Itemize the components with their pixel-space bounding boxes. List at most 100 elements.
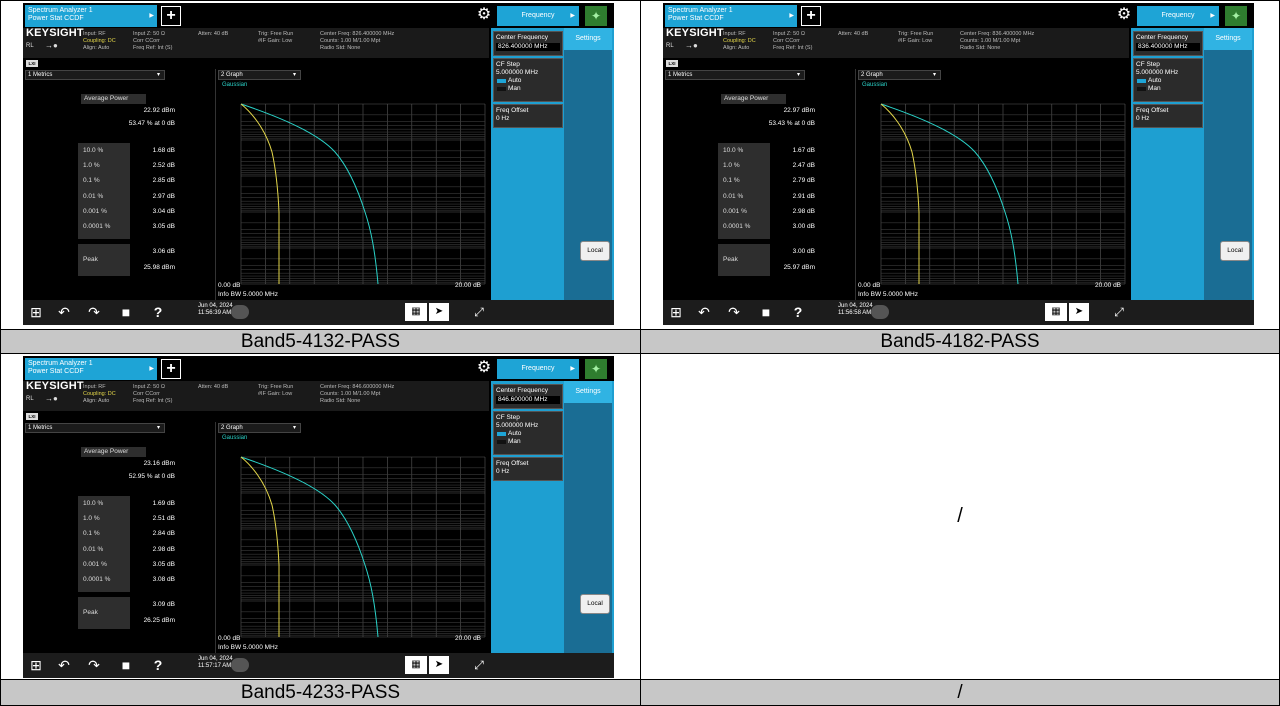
settings-info-bar: KEYSIGHT RL →● Input: RF Coupling: DC Al… [23, 381, 489, 411]
add-screen-button[interactable]: + [801, 6, 821, 26]
measured-ccdf-curve [880, 103, 920, 284]
graph-dropdown[interactable]: 2 Graph ▾ [218, 423, 301, 433]
folder-icon[interactable]: ■ [121, 657, 131, 673]
percent-at-0db: 53.43 % at 0 dB [768, 120, 815, 127]
settings-info-bar: KEYSIGHT RL →● Input: RF Coupling: DC Al… [23, 28, 489, 58]
atten-info: Atten: 40 dB [198, 31, 229, 37]
measurement-tab[interactable]: Spectrum Analyzer 1 Power Stat CCDF ▶ [25, 5, 157, 27]
frequency-menu-button[interactable]: Frequency ▶ [497, 359, 579, 379]
measurement-tab[interactable]: Spectrum Analyzer 1 Power Stat CCDF ▶ [25, 358, 157, 380]
touch-cursor-icon[interactable]: ➤ [429, 303, 449, 321]
gear-icon[interactable]: ⚙ [1116, 6, 1132, 23]
gaussian-legend: Gaussian [862, 82, 888, 88]
fullscreen-icon[interactable]: ⤢ [474, 658, 484, 672]
redo-icon[interactable]: ↷ [88, 657, 100, 673]
ccdf-graph [217, 80, 489, 294]
add-screen-button[interactable]: + [161, 6, 181, 26]
network-status-icon[interactable]: ✦ [1225, 6, 1247, 26]
cf-step-label: CF Step [496, 61, 520, 68]
undo-icon[interactable]: ↶ [698, 304, 710, 320]
date-text: Jun 04, 2024 [198, 303, 233, 309]
message-icon[interactable] [231, 658, 249, 672]
center-frequency-softkey[interactable]: Center Frequency 836.400000 MHz [1133, 31, 1203, 56]
input-arrow-icon: →● [45, 41, 58, 50]
undo-icon[interactable]: ↶ [58, 657, 70, 673]
message-icon[interactable] [231, 305, 249, 319]
frequency-menu-button[interactable]: Frequency ▶ [1137, 6, 1219, 26]
percent-label-box [718, 143, 770, 239]
auto-option[interactable]: Auto [497, 77, 560, 85]
freq-offset-softkey[interactable]: Freq Offset 0 Hz [1133, 104, 1203, 128]
peak-label: Peak [723, 256, 738, 263]
fullscreen-icon[interactable]: ⤢ [1114, 305, 1124, 319]
network-status-icon[interactable]: ✦ [585, 359, 607, 379]
man-option[interactable]: Man [497, 85, 560, 93]
man-option[interactable]: Man [497, 438, 560, 446]
frequency-menu-button[interactable]: Frequency ▶ [497, 6, 579, 26]
percent-label: 0.1 % [723, 177, 740, 185]
folder-icon[interactable]: ■ [761, 304, 771, 320]
windows-icon[interactable]: ⊞ [30, 304, 42, 320]
touch-cursor-icon[interactable]: ➤ [429, 656, 449, 674]
network-status-icon[interactable]: ✦ [585, 6, 607, 26]
keyboard-icon[interactable]: ▦ [405, 656, 427, 674]
date-text: Jun 04, 2024 [198, 656, 233, 662]
message-icon[interactable] [871, 305, 889, 319]
measurement-tab[interactable]: Spectrum Analyzer 1 Power Stat CCDF ▶ [665, 5, 797, 27]
gaussian-legend: Gaussian [222, 82, 248, 88]
local-button[interactable]: Local [580, 241, 610, 261]
metrics-dropdown[interactable]: 1 Metrics ▾ [25, 423, 165, 433]
auto-option[interactable]: Auto [1137, 77, 1200, 85]
average-power-label: Average Power [81, 94, 146, 104]
radio-std-info: Radio Std: None [960, 45, 1001, 51]
local-button[interactable]: Local [580, 594, 610, 614]
input-info: Input: RF [723, 31, 746, 37]
cf-step-softkey[interactable]: CF Step 5.000000 MHz Auto Man [1133, 58, 1203, 102]
help-icon[interactable]: ? [793, 304, 803, 320]
gear-icon[interactable]: ⚙ [476, 359, 492, 376]
graph-dropdown[interactable]: 2 Graph ▾ [218, 70, 301, 80]
settings-tab[interactable]: Settings [564, 28, 612, 50]
tab-title: Spectrum Analyzer 1 [668, 7, 733, 14]
freq-offset-softkey[interactable]: Freq Offset 0 Hz [493, 104, 563, 128]
redo-icon[interactable]: ↷ [88, 304, 100, 320]
rl-indicator: RL [26, 43, 34, 49]
center-frequency-softkey[interactable]: Center Frequency 846.600000 MHz [493, 384, 563, 409]
trigger-info: Trig: Free Run [258, 384, 294, 390]
keyboard-icon[interactable]: ▦ [405, 303, 427, 321]
add-screen-button[interactable]: + [161, 359, 181, 379]
peak-label: Peak [83, 609, 98, 616]
freq-offset-softkey[interactable]: Freq Offset 0 Hz [493, 457, 563, 481]
settings-tab[interactable]: Settings [1204, 28, 1252, 50]
man-option[interactable]: Man [1137, 85, 1200, 93]
metrics-dropdown[interactable]: 1 Metrics ▾ [665, 70, 805, 80]
measured-ccdf-curve [240, 456, 280, 637]
percent-value: 2.47 dB [792, 162, 815, 170]
gear-icon[interactable]: ⚙ [476, 6, 492, 23]
metrics-dropdown[interactable]: 1 Metrics ▾ [25, 70, 165, 80]
local-button[interactable]: Local [1220, 241, 1250, 261]
help-icon[interactable]: ? [153, 657, 163, 673]
tab-arrow-icon: ▶ [789, 13, 794, 19]
rl-indicator: RL [666, 43, 674, 49]
cf-step-softkey[interactable]: CF Step 5.000000 MHz Auto Man [493, 411, 563, 455]
undo-icon[interactable]: ↶ [58, 304, 70, 320]
frequency-label: Frequency [1161, 12, 1195, 19]
cf-step-softkey[interactable]: CF Step 5.000000 MHz Auto Man [493, 58, 563, 102]
graph-dropdown[interactable]: 2 Graph ▾ [858, 70, 941, 80]
taskbar [663, 300, 1254, 325]
redo-icon[interactable]: ↷ [728, 304, 740, 320]
keyboard-icon[interactable]: ▦ [1045, 303, 1067, 321]
auto-option[interactable]: Auto [497, 430, 560, 438]
touch-cursor-icon[interactable]: ➤ [1069, 303, 1089, 321]
settings-tab[interactable]: Settings [564, 381, 612, 403]
folder-icon[interactable]: ■ [121, 304, 131, 320]
help-icon[interactable]: ? [153, 304, 163, 320]
menu-arrow-icon: ▶ [570, 13, 575, 19]
freq-offset-value: 0 Hz [1136, 115, 1150, 122]
fullscreen-icon[interactable]: ⤢ [474, 305, 484, 319]
windows-icon[interactable]: ⊞ [670, 304, 682, 320]
windows-icon[interactable]: ⊞ [30, 657, 42, 673]
center-frequency-softkey[interactable]: Center Frequency 826.400000 MHz [493, 31, 563, 56]
percent-value: 2.91 dB [792, 192, 815, 200]
